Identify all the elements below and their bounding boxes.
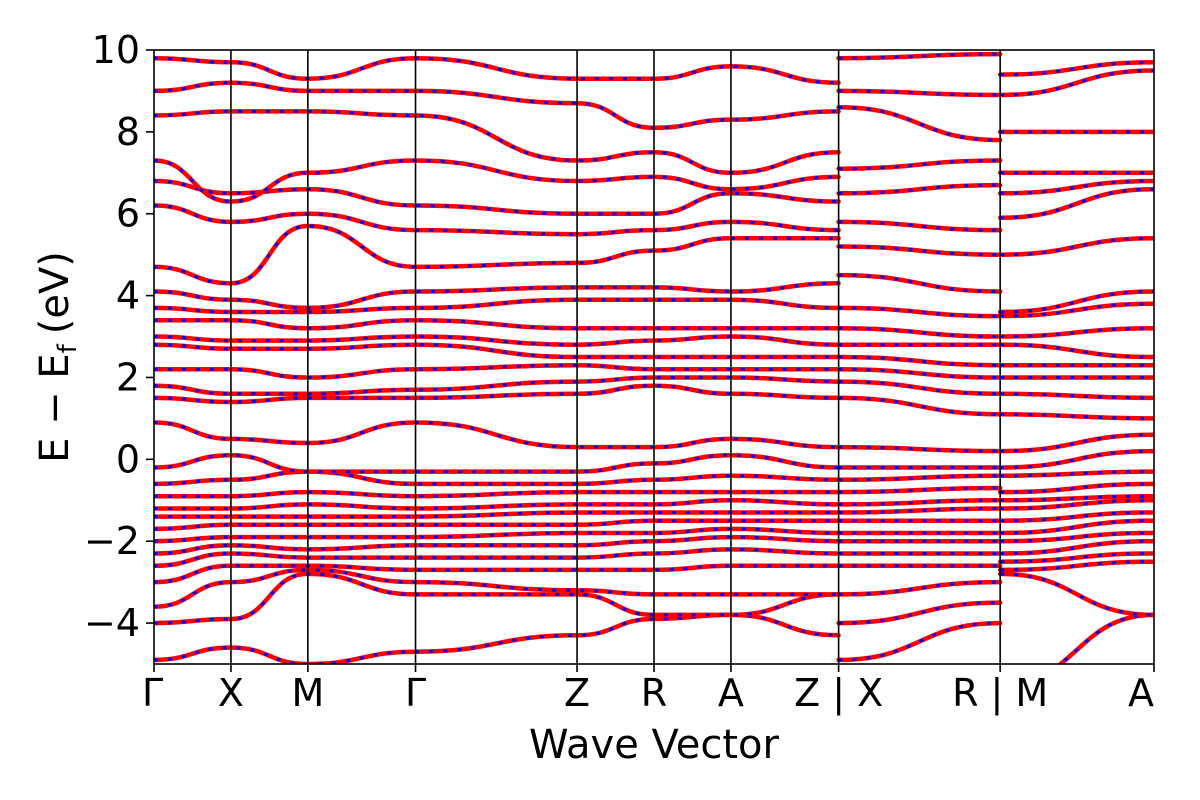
x-tick-label-2: X [218,671,244,715]
y-axis: −4 −2 0 2 4 6 8 10 [84,28,154,645]
band-line-dashed-18 [154,343,1154,367]
x-tick-label-9: R | M [952,671,1048,716]
x-tick-label-1: Γ [142,671,163,715]
y-axis-label: E − Ef (eV) [32,251,83,463]
y-tick-label-3: 0 [116,437,140,481]
band-line-13 [154,448,1154,474]
y-axis-label-subscript: f [53,343,83,353]
y-tick-label-2: −2 [84,519,140,563]
band-line-dashed-10 [154,494,1154,511]
band-line-dashed-21 [154,298,1154,318]
y-tick-label-7: 8 [116,110,140,154]
band-line-dashed-1 [154,613,1154,664]
band-line-dashed-17 [154,363,1154,380]
y-tick-label-8: 10 [92,28,140,72]
y-tick-label-5: 4 [116,274,140,318]
kpoint-divider-lines [230,50,1001,664]
x-axis-label: Wave Vector [529,722,780,768]
band-line-dashed-4 [154,552,1154,584]
band-line-dashed-11 [154,482,1154,498]
x-axis: Γ X M Γ Z R A Z | X R | M A [142,664,1155,716]
y-tick-label-6: 6 [116,192,140,236]
x-tick-label-8: Z | X [794,671,883,716]
band-line-dashed-3 [154,560,1154,609]
band-line-dashed-9 [154,498,1154,519]
y-tick-label-4: 2 [116,355,140,399]
band-lines [154,51,1154,664]
band-line-2 [154,571,1154,626]
band-line-dashed-26 [154,158,1154,204]
band-line-22 [154,272,1154,315]
band-line-dashed-19 [154,334,1154,359]
band-line-dashed-20 [154,318,1154,338]
band-line-28 [154,68,1154,131]
x-tick-label-7: A [718,671,744,715]
x-tick-label-4: Γ [405,671,426,715]
band-line-dashed-16 [154,376,1154,400]
band-line-dashed-23 [154,224,1154,285]
band-line-dashed-24 [154,187,1154,236]
band-line-dashed-12 [154,470,1154,486]
band-line-5 [154,538,1154,569]
x-tick-label-5: Z [564,671,590,715]
band-line-dashed-7 [154,519,1154,543]
y-axis-label-unit: (eV) [32,251,78,334]
y-tick-label-1: −4 [84,601,140,645]
band-line-15 [154,383,1154,421]
band-line-dashed-25 [154,179,1154,216]
y-axis-label-main: E − E [32,353,78,463]
band-line-dashed-8 [154,511,1154,531]
x-tick-label-3: M [291,671,324,715]
x-tick-label-6: R [641,671,667,715]
x-tick-label-10: A [1128,671,1154,715]
band-line-6 [154,530,1154,556]
band-line-dashed-14 [154,420,1154,453]
